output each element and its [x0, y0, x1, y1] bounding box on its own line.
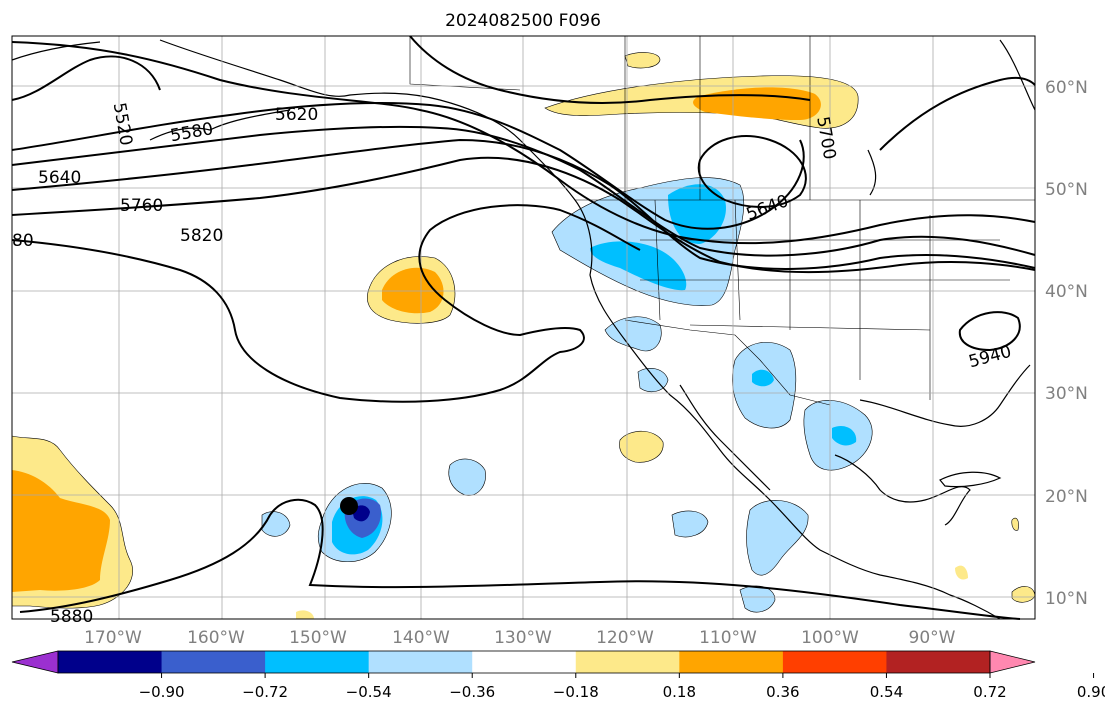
negative-anomaly-oregon-core	[590, 241, 687, 291]
hudson-bay-outline	[867, 149, 877, 196]
lon-label: 120°W	[596, 628, 654, 648]
positive-anomaly-bottom	[296, 610, 314, 619]
height-contours	[11, 35, 1036, 620]
positive-anomaly-southeast	[1011, 586, 1036, 603]
lat-label: 60°N	[1045, 78, 1088, 98]
state-borders	[654, 199, 931, 400]
gridlines	[12, 36, 1035, 619]
lat-label: 20°N	[1045, 487, 1088, 507]
colorbar-tick-label: 0.36	[766, 683, 799, 701]
positive-anomaly-caribbean	[1011, 517, 1019, 531]
colorbar-tick-label: −0.36	[449, 683, 495, 701]
aleutian-outline	[149, 109, 291, 141]
contour-5940	[958, 311, 1021, 352]
negative-anomaly-mid-pacific	[448, 458, 486, 496]
lon-label: 110°W	[699, 628, 757, 648]
colorbar-tick-label: −0.72	[242, 683, 288, 701]
contour-5520-north	[409, 35, 811, 104]
lon-label: 130°W	[494, 628, 552, 648]
map-frame	[11, 35, 1036, 620]
gulf-of-california-outline	[679, 384, 771, 491]
colorbar-segment	[161, 651, 266, 673]
map-panel: 5520 5580 5620 5640 5760 5820 5880 5640 …	[11, 35, 1036, 627]
negative-anomaly-pacific-east	[671, 510, 709, 538]
coastlines	[11, 39, 1036, 620]
colorbar-segment	[368, 651, 473, 673]
contour-5700	[11, 125, 1036, 257]
colorbar-segment	[265, 651, 370, 673]
west-coast-outline	[159, 39, 1001, 620]
longitude-labels: 170°W 160°W 150°W 140°W 130°W 120°W 110°…	[84, 628, 956, 648]
gulf-north-coast-outline	[859, 364, 1031, 427]
colorbar-segment	[782, 651, 887, 673]
figure-title: 2024082500 F096	[445, 11, 601, 31]
latitude-labels: 60°N 50°N 40°N 30°N 20°N 10°N	[1045, 78, 1088, 609]
lat-label: 30°N	[1045, 384, 1088, 404]
colorbar-segment	[58, 651, 163, 673]
contour-5640-east	[879, 76, 1036, 151]
negative-anomaly-texas-core	[832, 425, 857, 446]
colorbar: −0.90 −0.72 −0.54 −0.36 −0.18 0.18 0.36 0.54 0.7…	[11, 650, 1105, 701]
contour-5640	[11, 102, 805, 230]
contour-label: 5820	[180, 226, 223, 246]
positive-anomaly-mexico-west	[619, 430, 664, 463]
negative-anomaly-baja	[604, 316, 662, 352]
lon-label: 160°W	[187, 628, 245, 648]
colorbar-tick-label: 0.72	[973, 683, 1006, 701]
contour-label: 5760	[120, 196, 163, 216]
colorbar-tick-label: −0.54	[346, 683, 392, 701]
colorbar-tick-label: 0.18	[663, 683, 696, 701]
contour-5760	[11, 138, 1036, 270]
us-mexico-border	[624, 319, 831, 406]
colorbar-segment	[472, 651, 577, 673]
contour-5520	[11, 55, 161, 101]
positive-anomaly-central-america	[955, 565, 968, 580]
positive-anomaly-west-pacific-core	[12, 470, 110, 592]
lon-label: 90°W	[909, 628, 956, 648]
lat-label: 40°N	[1045, 282, 1088, 302]
contour-5580	[11, 41, 1036, 245]
cuba-outline	[939, 471, 1002, 488]
lat-label: 10°N	[1045, 589, 1088, 609]
colorbar-extension-min	[11, 650, 59, 674]
colorbar-segment	[679, 651, 784, 673]
positive-anomaly-small-north	[624, 52, 661, 69]
lon-label: 150°W	[289, 628, 347, 648]
colorbar-segment	[886, 651, 991, 673]
contour-5880	[11, 204, 641, 403]
colorbar-segment	[575, 651, 680, 673]
contour-low-center	[697, 135, 807, 208]
alaska-canada-border	[409, 36, 521, 91]
contour-label: 80	[12, 231, 34, 251]
colorbar-tick-label: −0.18	[553, 683, 599, 701]
hudson-outline	[999, 39, 1036, 111]
lon-label: 100°W	[801, 628, 859, 648]
colorbar-extension-max	[989, 650, 1036, 674]
contour-label: 5880	[50, 607, 93, 627]
negative-anomaly-baja-south	[637, 367, 669, 393]
colorbar-frame	[57, 650, 991, 674]
colorbar-tick-label: 0.54	[870, 683, 903, 701]
negative-anomaly-central-mexico	[746, 500, 809, 576]
lon-label: 170°W	[84, 628, 142, 648]
alaska-coast-outline	[11, 41, 101, 61]
lon-label: 140°W	[392, 628, 450, 648]
gulf-coast-outline	[834, 454, 971, 526]
storm-center-dot	[340, 497, 358, 515]
anomaly-shading	[11, 52, 1036, 619]
negative-anomaly-mexico-core	[752, 369, 774, 387]
political-borders	[409, 36, 1035, 406]
contour-5820	[11, 156, 1036, 274]
contour-label: 5620	[275, 105, 318, 125]
contour-label: 5640	[38, 168, 81, 188]
positive-anomaly-pacific-core	[382, 267, 444, 314]
colorbar-tick-label: 0.90	[1077, 683, 1105, 701]
colorbar-tick-label: −0.90	[139, 683, 185, 701]
lat-label: 50°N	[1045, 180, 1088, 200]
contour-5880-south	[19, 498, 1021, 620]
